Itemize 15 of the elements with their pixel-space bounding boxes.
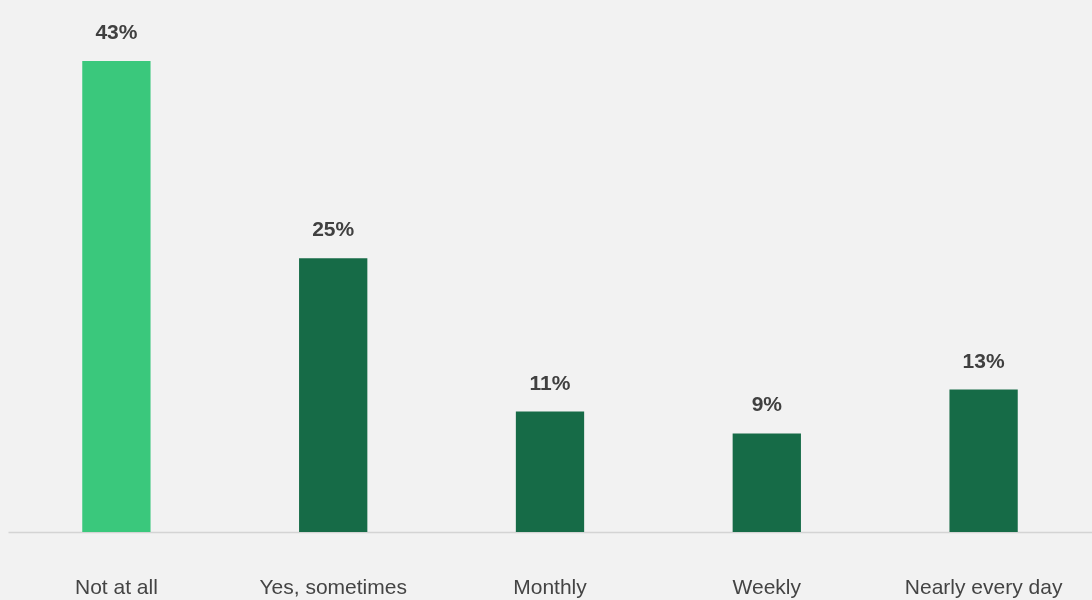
bar xyxy=(82,61,151,532)
data-label: 9% xyxy=(751,392,783,416)
data-label: 13% xyxy=(962,348,1005,372)
bar xyxy=(732,433,801,532)
x-tick-label: Yes, sometimes xyxy=(259,574,407,598)
data-label: 11% xyxy=(529,370,571,394)
data-label: 25% xyxy=(312,217,355,241)
x-tick-label: Monthly xyxy=(513,574,588,598)
data-label: 43% xyxy=(95,20,138,43)
x-tick-label: Nearly every day xyxy=(904,574,1063,598)
x-tick-label: Weekly xyxy=(732,574,802,598)
bar xyxy=(515,411,585,532)
bar xyxy=(299,258,368,532)
x-tick-label: Not at all xyxy=(74,574,158,598)
bar xyxy=(949,389,1018,532)
